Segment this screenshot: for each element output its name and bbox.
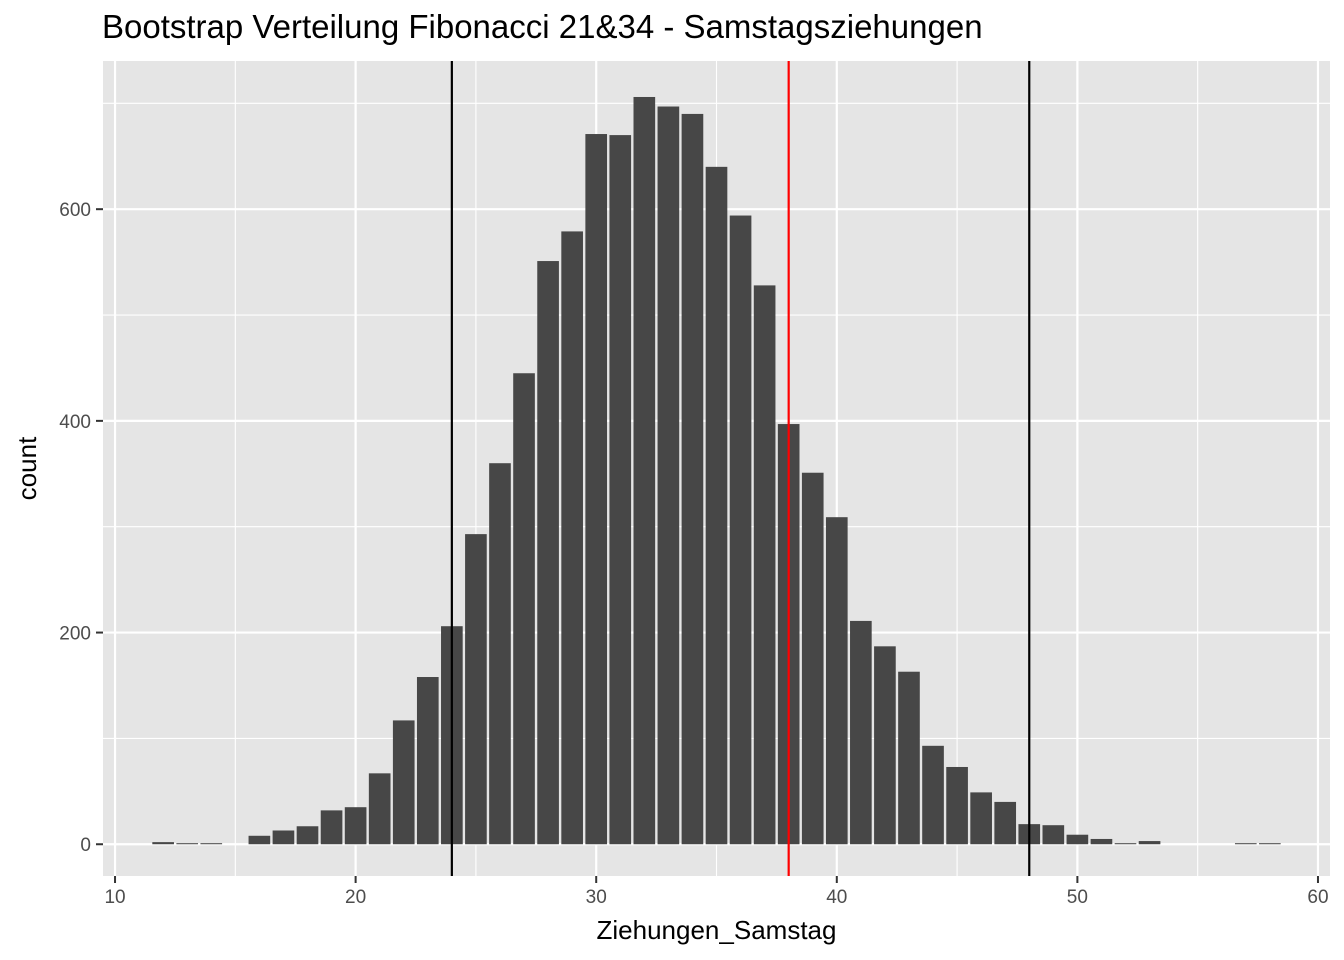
histogram-bar <box>344 807 367 845</box>
x-tick-label: 60 <box>1307 887 1328 908</box>
histogram-bar <box>657 106 680 845</box>
histogram-bar <box>513 373 535 845</box>
histogram-bar <box>898 671 920 845</box>
histogram-bar <box>248 835 271 845</box>
histogram-bar <box>1138 841 1161 845</box>
x-tick-label: 20 <box>345 887 366 908</box>
histogram-bar <box>1259 843 1281 845</box>
histogram-bar <box>1114 843 1137 845</box>
histogram-bar <box>1042 825 1065 845</box>
histogram-bars <box>152 96 1281 845</box>
y-axis-title: count <box>12 436 42 500</box>
histogram-bar <box>465 534 487 845</box>
histogram-bar <box>801 472 824 845</box>
histogram-bar <box>850 620 872 845</box>
y-tick-label: 600 <box>59 200 91 221</box>
histogram-bar <box>561 231 583 845</box>
histogram-bar <box>392 720 415 845</box>
y-tick-label: 200 <box>59 624 91 645</box>
histogram-bar <box>609 135 632 845</box>
histogram-bar <box>416 677 439 845</box>
histogram-bar <box>368 773 391 845</box>
histogram-bar <box>152 842 174 845</box>
y-axis: 0 200 400 600 <box>59 200 103 856</box>
x-axis-title: Ziehungen_Samstag <box>597 915 837 945</box>
reference-lines <box>450 61 1031 876</box>
histogram-bar <box>633 96 656 845</box>
histogram-bar <box>946 766 968 845</box>
x-axis: 10 20 30 40 50 60 <box>104 876 1329 908</box>
histogram-bar <box>537 261 559 845</box>
histogram-bar <box>1066 834 1089 845</box>
x-tick-label: 30 <box>586 887 607 908</box>
histogram-bar <box>922 745 944 845</box>
chart-title: Bootstrap Verteilung Fibonacci 21&34 - S… <box>102 8 983 45</box>
histogram-bar <box>970 792 992 845</box>
histogram-bar <box>1234 843 1257 845</box>
histogram-bar <box>1090 838 1113 845</box>
x-tick-label: 50 <box>1067 887 1088 908</box>
histogram-bar <box>296 826 319 845</box>
histogram-bar <box>489 463 511 845</box>
histogram-bar <box>874 646 896 845</box>
x-tick-label: 40 <box>826 887 847 908</box>
histogram-bar <box>729 215 752 845</box>
histogram-bar <box>320 810 343 845</box>
histogram-bar <box>200 843 223 845</box>
histogram-bar <box>272 830 295 845</box>
histogram-bar <box>176 843 199 845</box>
histogram-bar <box>753 285 776 845</box>
histogram-bar <box>585 134 608 845</box>
x-tick-label: 10 <box>104 887 125 908</box>
histogram-bar <box>825 517 848 845</box>
y-tick-label: 400 <box>59 412 91 433</box>
histogram-bar <box>705 166 728 845</box>
histogram-bar <box>681 113 704 845</box>
histogram-bar <box>994 801 1017 845</box>
y-tick-label: 0 <box>80 835 91 856</box>
